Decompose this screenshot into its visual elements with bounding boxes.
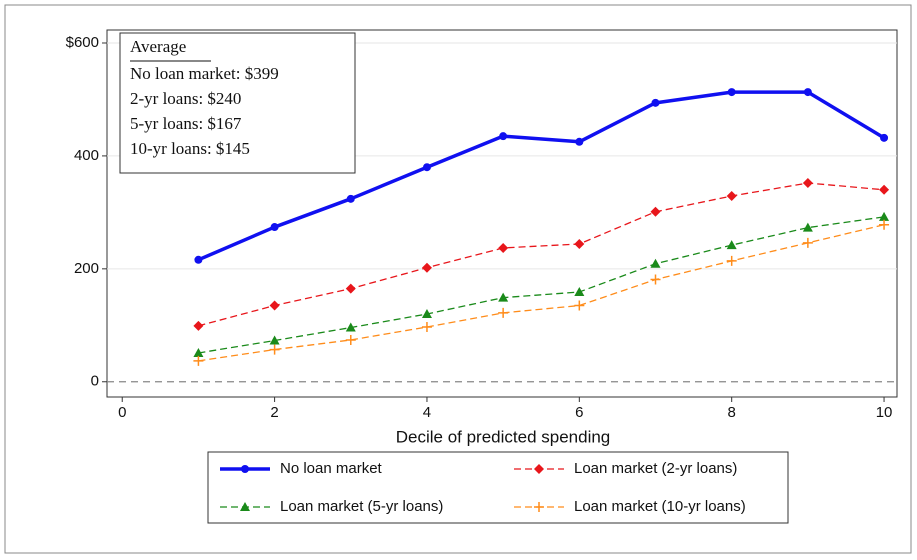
marker [194,255,203,264]
marker [880,133,889,142]
marker [346,194,355,203]
marker [269,344,280,355]
marker [193,355,204,366]
marker [498,292,509,302]
x-tick-label: 0 [118,404,126,421]
y-tick-label: $600 [66,34,99,51]
marker [802,178,813,189]
marks [193,88,890,366]
marker [650,258,661,268]
x-tick-label: 4 [423,404,431,421]
marker [574,286,585,296]
y-tick-label: 200 [74,260,99,277]
y-tick-label: 0 [91,373,99,390]
marker [575,137,584,146]
marker [269,300,280,311]
marker [421,262,432,273]
marker [422,163,431,172]
marker [803,88,812,97]
legend [207,451,789,524]
marker [534,502,544,512]
legend-label: Loan market (5-yr loans) [280,498,443,515]
annotation-title: Average [130,37,186,56]
marker [879,219,890,230]
marker [269,335,280,345]
marker [345,334,356,345]
marker [726,240,737,250]
series-line [198,224,885,362]
marker [499,132,508,141]
marker [421,309,432,319]
marker [270,223,279,232]
marker [726,190,737,201]
annotation-line: 10-yr loans: $145 [130,139,250,158]
marker [726,255,737,266]
y-tick-label: 400 [74,147,99,164]
annotation-line: No loan market: $399 [130,64,279,83]
marker [574,300,585,311]
series-line [198,182,885,327]
series-line [198,216,885,354]
annotation-line: 2-yr loans: $240 [130,89,241,108]
marker [193,347,204,357]
marker [345,322,356,332]
marker [802,237,813,248]
marker [574,238,585,249]
marker [651,98,660,107]
marker [879,184,890,195]
x-axis-title: Decile of predicted spending [396,427,611,446]
marker [345,283,356,294]
marker [879,211,890,221]
marker [498,307,509,318]
marker [650,206,661,217]
legend-label: Loan market (10-yr loans) [574,498,746,515]
marker [498,242,509,253]
legend-label: No loan market [280,460,383,477]
legend-label: Loan market (2-yr loans) [574,460,737,477]
series-line [197,90,885,262]
annotation-line: 5-yr loans: $167 [130,114,242,133]
marker [193,320,204,331]
marker [650,274,661,285]
marker [241,465,249,473]
annotation-box [119,32,356,174]
marker [421,321,432,332]
marker [240,502,250,511]
x-tick-label: 2 [270,404,278,421]
marker [727,88,736,97]
x-tick-label: 6 [575,404,583,421]
marker [802,222,813,232]
marker [534,464,544,474]
x-tick-label: 10 [876,404,893,421]
x-tick-label: 8 [728,404,736,421]
